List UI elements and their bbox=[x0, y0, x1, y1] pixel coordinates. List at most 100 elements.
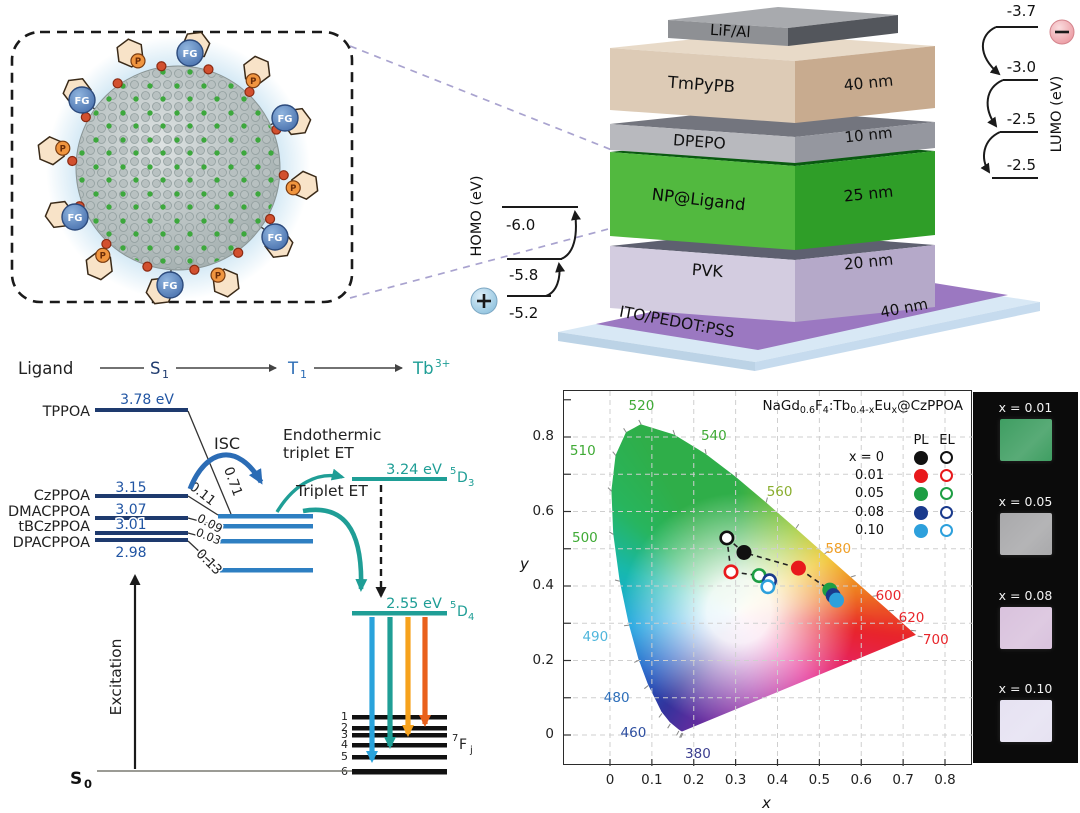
y-tick-label: 0.6 bbox=[532, 502, 554, 519]
ligand-name-tbczppoa: tBCzPPOA bbox=[18, 519, 90, 535]
oxygen-atom bbox=[278, 170, 289, 181]
endothermic-et-arrow bbox=[275, 468, 345, 513]
level-5d4-energy: 2.55 eV bbox=[386, 596, 442, 612]
homo-value-2: -5.2 bbox=[509, 304, 538, 322]
endothermic-label-2: triplet ET bbox=[283, 444, 354, 462]
phosphorus-label: P bbox=[100, 252, 106, 262]
d3-base: D bbox=[457, 470, 468, 486]
oxygen-atom bbox=[112, 78, 123, 89]
isc-arrow bbox=[187, 452, 264, 490]
x-axis-label: x bbox=[762, 794, 771, 812]
title-text: @CzPPOA bbox=[897, 398, 963, 414]
locus-tick bbox=[872, 595, 878, 597]
fg-label: FG bbox=[182, 49, 197, 60]
level-5d3-energy: 3.24 eV bbox=[386, 462, 442, 478]
oxygen-atom bbox=[244, 86, 255, 98]
connector-line-bottom bbox=[349, 227, 613, 299]
nanoparticle-inset: P P P P P P FG FG FG FG FG FG bbox=[10, 30, 354, 305]
oxygen-atom bbox=[264, 213, 276, 225]
oxygen-atom bbox=[203, 64, 214, 75]
locus-tick bbox=[911, 629, 917, 632]
y-tick-label: 0 bbox=[545, 726, 554, 742]
ligand-name-czppoa: CzPPOA bbox=[34, 488, 90, 504]
y-tick-label: 0.2 bbox=[532, 651, 554, 668]
locus-label-510: 510 bbox=[569, 443, 596, 460]
lumo-value-0: -3.7 bbox=[1007, 2, 1036, 20]
fg-label: FG bbox=[74, 96, 89, 107]
fg-label: FG bbox=[277, 114, 292, 125]
delta-tppoa: 0.71 bbox=[220, 465, 245, 499]
layer-thickness-np-ligand: 25 nm bbox=[843, 182, 894, 205]
header-s1-sub: 1 bbox=[162, 368, 169, 381]
oxygen-atom bbox=[142, 261, 153, 272]
title-subscript: x bbox=[891, 405, 898, 416]
photo-swatch bbox=[999, 607, 1052, 649]
photo-label: x = 0.01 bbox=[998, 400, 1053, 415]
s0-sub: 0 bbox=[84, 777, 92, 791]
lumo-value-1: -3.0 bbox=[1007, 58, 1036, 76]
x-tick-label: 0.2 bbox=[683, 772, 705, 788]
title-subscript: 0.6 bbox=[799, 405, 815, 416]
x-tick-label: 0.3 bbox=[724, 772, 747, 788]
excitation-label: Excitation bbox=[107, 639, 125, 716]
s0-label: S 0 bbox=[70, 769, 92, 791]
layer-tmpypb bbox=[610, 33, 935, 123]
photo-item: x = 0.10 bbox=[973, 681, 1078, 742]
title-text: F bbox=[815, 398, 823, 414]
homo-value-1: -5.8 bbox=[509, 266, 538, 284]
x-tick-label: 0.7 bbox=[892, 772, 914, 788]
layer-thickness-tmpypb: 40 nm bbox=[843, 71, 894, 94]
layer-lif-al bbox=[668, 7, 898, 46]
fj-base: F bbox=[459, 737, 467, 753]
d4-sup: 5 bbox=[450, 600, 456, 611]
locus-tick bbox=[795, 523, 800, 529]
locus-tick bbox=[623, 428, 627, 433]
cie-point-el bbox=[719, 530, 735, 546]
d4-sub: 4 bbox=[468, 612, 474, 623]
y-tick-label: 0.4 bbox=[532, 577, 554, 593]
layer-name-dpepo: DPEPO bbox=[672, 131, 726, 153]
phosphorus-label: P bbox=[60, 144, 66, 154]
layer-thickness-pvk: 20 nm bbox=[843, 250, 894, 273]
phosphorus-atom bbox=[55, 140, 71, 156]
locus-tick bbox=[608, 531, 614, 535]
header-t1: T bbox=[287, 359, 299, 378]
locus-label-490: 490 bbox=[582, 629, 609, 646]
x-tick-label: 0 bbox=[605, 772, 615, 788]
ligand-shell: P P P P P P FG FG FG FG FG FG bbox=[37, 31, 319, 305]
homo-value-0: -6.0 bbox=[506, 216, 535, 234]
fg-label: FG bbox=[267, 233, 282, 244]
title-text: :Tb bbox=[828, 398, 851, 414]
layer-name-pvk: PVK bbox=[691, 260, 724, 281]
locus-tick bbox=[850, 575, 856, 578]
fj-5: 5 bbox=[341, 750, 348, 763]
photo-item: x = 0.05 bbox=[973, 494, 1078, 555]
level-5d4 bbox=[352, 611, 447, 616]
d4-base: D bbox=[457, 604, 468, 620]
fg-circle bbox=[68, 86, 96, 114]
x-tick-label: 0.8 bbox=[934, 772, 956, 788]
layer-dpepo bbox=[610, 109, 935, 163]
locus-label-380: 380 bbox=[685, 746, 711, 763]
phosphorus-atom bbox=[285, 180, 301, 196]
locus-label-620: 620 bbox=[898, 610, 925, 627]
layer-name-lif-al: LiF/Al bbox=[709, 21, 751, 41]
endothermic-label-1: Endothermic bbox=[283, 426, 381, 444]
phosphorus-label: P bbox=[250, 77, 256, 87]
d3-sub: 3 bbox=[468, 478, 474, 489]
lumo-axis-label: LUMO (eV) bbox=[1049, 76, 1065, 153]
locus-label-460: 460 bbox=[620, 725, 647, 742]
locus-tick bbox=[672, 429, 676, 435]
cie-point-el bbox=[723, 564, 739, 580]
x-tick-label: 0.4 bbox=[766, 772, 789, 788]
legend-dot-pl bbox=[914, 451, 928, 465]
legend-dot-pl bbox=[914, 505, 928, 520]
ligand-energy-dpacppoa: 2.98 bbox=[115, 545, 146, 561]
connector-line-top bbox=[349, 45, 613, 151]
locus-tick bbox=[765, 497, 768, 503]
photo-swatch bbox=[999, 513, 1052, 555]
legend-row-label: 0.08 bbox=[855, 504, 884, 520]
fj-term-label: 7 F j bbox=[452, 733, 473, 756]
legend-header-pl: PL bbox=[913, 433, 929, 448]
